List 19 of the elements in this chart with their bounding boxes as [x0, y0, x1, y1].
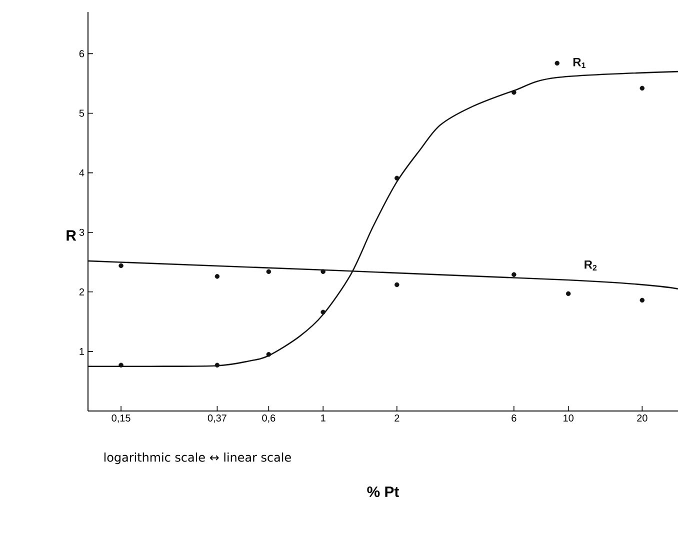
y-tick-label: 5 [79, 110, 84, 117]
x-tick-label: 20 [637, 414, 648, 422]
x-tick-label: 2 [394, 414, 400, 422]
y-tick-label: 1 [80, 348, 84, 355]
series-label: R$_{2}$ [584, 260, 597, 270]
x-tick-label: 6 [512, 414, 516, 422]
y-axis-title: R [66, 230, 76, 241]
series-label: R$_{1}$ [573, 58, 586, 68]
y-tick-label: 2 [79, 288, 84, 296]
y-tick-label: 4 [79, 169, 84, 176]
x-axis-title: % Pt [367, 486, 399, 498]
y-tick-label: 6 [79, 50, 84, 58]
x-tick-label: 1 [321, 414, 326, 422]
y-tick-label: 3 [79, 228, 84, 236]
x-tick-label: 10 [564, 414, 574, 422]
x-tick-label: 0,37 [208, 414, 226, 423]
x-tick-label: 0,6 [262, 414, 276, 423]
x-tick-label: 0,15 [112, 414, 130, 423]
text: logarithmic scale ↔ linear scale [104, 452, 291, 464]
